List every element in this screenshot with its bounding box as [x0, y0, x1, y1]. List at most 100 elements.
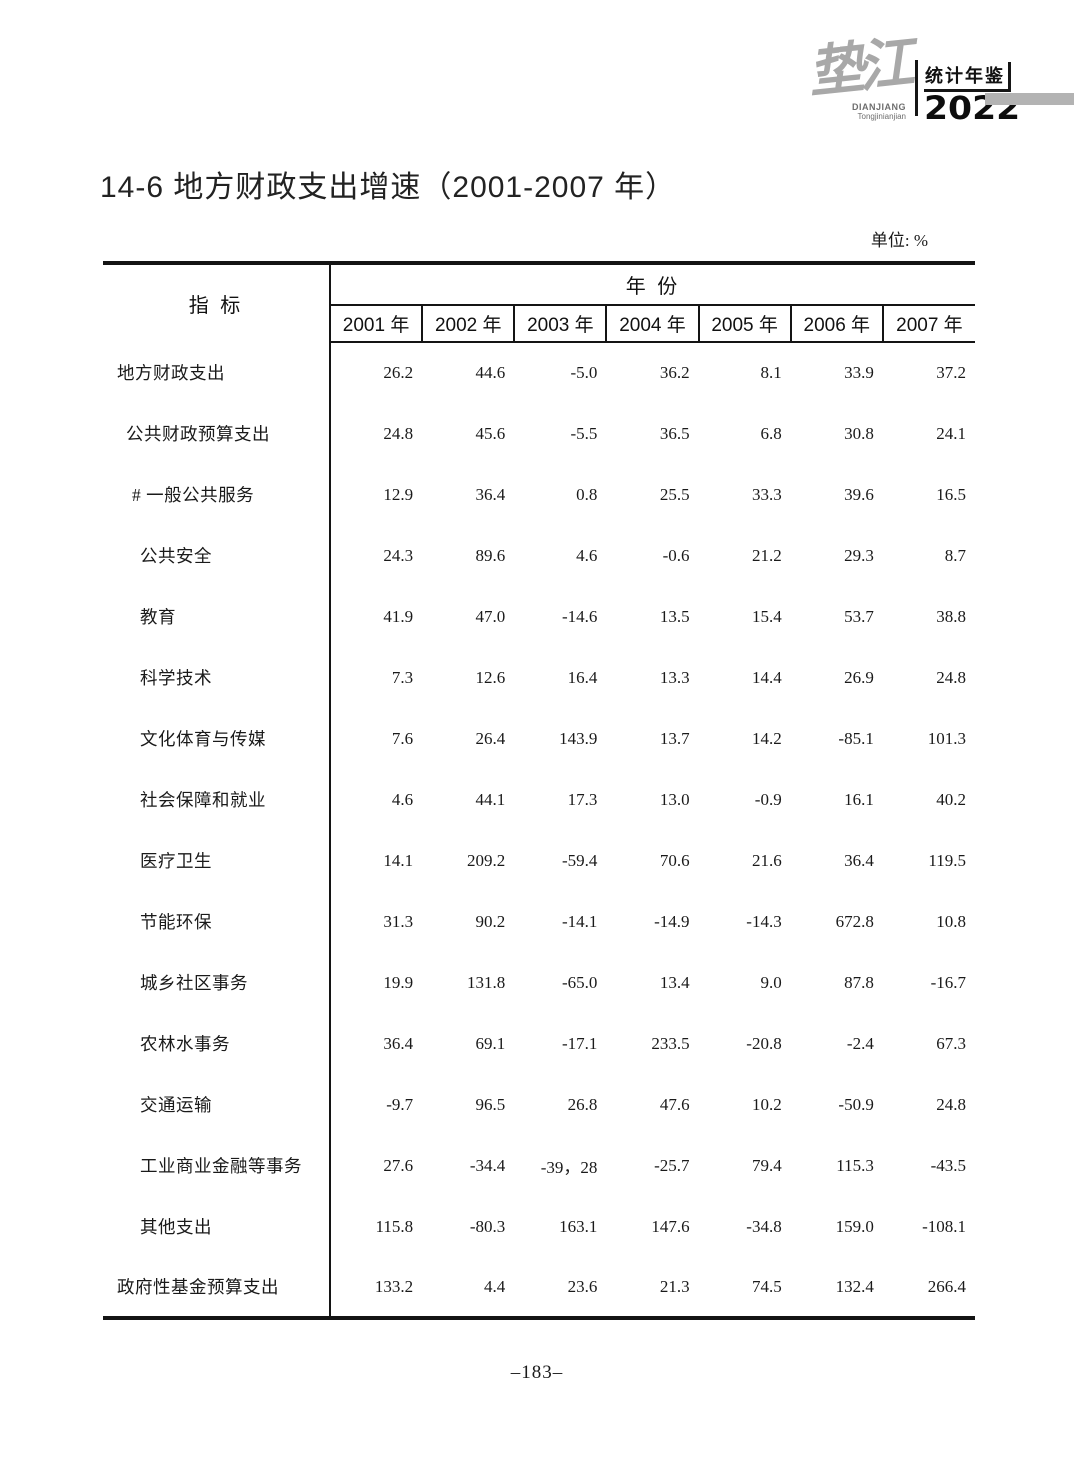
cell-value: 8.1: [760, 363, 782, 382]
cell-value: 9.0: [760, 972, 782, 992]
cell-value: -5.0: [570, 363, 598, 382]
cell-value: 24.8: [383, 423, 414, 443]
cell-value: 21.6: [751, 850, 782, 870]
column-header-year: 2002 年: [421, 305, 515, 343]
table-row: 其他支出 115.8 -80.3 163.1 147.6 -34.8 159.0 -108.1: [103, 1196, 975, 1257]
yearbook-logo: 垫江 DIANJIANG Tongjinianjian 统计年鉴 2022: [805, 30, 1020, 128]
row-label: # 一般公共服务: [103, 464, 331, 525]
cell-value: 133.2: [374, 1276, 414, 1296]
cell-value: -108.1: [922, 1216, 966, 1236]
cell-value: 21.2: [751, 545, 782, 565]
cell-value: 13.0: [659, 789, 690, 809]
row-label: 社会保障和就业: [103, 769, 331, 830]
cell-value: 37.2: [936, 363, 966, 382]
table-row: 文化体育与传媒 7.6 26.4 143.9 13.7 14.2 -85.1 101.3: [103, 708, 975, 769]
table-row: 医疗卫生 14.1 209.2 -59.4 70.6 21.6 36.4 119.5: [103, 830, 975, 891]
cell-value: 44.6: [475, 363, 506, 382]
fiscal-expenditure-growth-table: 指 标 年 份 2001 年 2002 年 2003 年 2004 年 2005 年 20…: [103, 261, 975, 1320]
cell-value: 12.6: [475, 667, 506, 687]
cell-value: 14.4: [751, 667, 782, 687]
table-row: 公共安全 24.3 89.6 4.6 -0.6 21.2 29.3 8.7: [103, 525, 975, 586]
table-row: 科学技术 7.3 12.6 16.4 13.3 14.4 26.9 24.8: [103, 647, 975, 708]
cell-value: 24.3: [383, 545, 414, 565]
cell-value: 131.8: [467, 972, 506, 992]
cell-value: 4.6: [391, 789, 414, 809]
cell-value: -16.7: [930, 972, 966, 992]
cell-value: -14.9: [654, 911, 690, 931]
logo-divider-line: [915, 60, 918, 116]
cell-value: -34.8: [746, 1216, 782, 1236]
cell-value: 19.9: [383, 972, 414, 992]
cell-value: 30.8: [844, 423, 874, 443]
cell-value: -0.6: [662, 545, 690, 565]
cell-value: -50.9: [838, 1094, 874, 1114]
cell-value: 36.2: [659, 363, 690, 382]
cell-value: 115.3: [836, 1155, 874, 1175]
table-row: 政府性基金预算支出 133.2 4.4 23.6 21.3 74.5 132.4 266.4: [103, 1257, 975, 1318]
cell-value: 26.8: [567, 1094, 598, 1114]
cell-value: 17.3: [567, 789, 598, 809]
cell-value: 4.6: [576, 545, 598, 565]
logo-gray-bar: [985, 93, 1074, 105]
cell-value: -2.4: [846, 1033, 874, 1053]
cell-value: 15.4: [751, 606, 782, 626]
cell-value: 16.4: [567, 667, 598, 687]
row-label: 教育: [103, 586, 331, 647]
cell-value: 70.6: [659, 850, 690, 870]
cell-value: 36.4: [383, 1033, 414, 1053]
column-header-indicator: 指 标: [103, 263, 331, 342]
table-row: 城乡社区事务 19.9 131.8 -65.0 13.4 9.0 87.8 -16.7: [103, 952, 975, 1013]
logo-calligraphy-dianjiang: 垫江: [804, 29, 912, 107]
cell-value: 33.9: [844, 363, 874, 382]
cell-value: 233.5: [651, 1033, 690, 1053]
cell-value: -59.4: [562, 850, 598, 870]
cell-value: 44.1: [475, 789, 506, 809]
column-header-year: 2001 年: [330, 305, 423, 343]
row-label: 交通运输: [103, 1074, 331, 1135]
row-label: 政府性基金预算支出: [103, 1257, 331, 1318]
cell-value: 24.8: [936, 667, 966, 687]
cell-value: 13.7: [659, 728, 690, 748]
column-header-year: 2004 年: [605, 305, 699, 343]
cell-value: 159.0: [835, 1216, 874, 1236]
row-label: 科学技术: [103, 647, 331, 708]
row-label: 城乡社区事务: [103, 952, 331, 1013]
cell-value: 119.5: [928, 850, 966, 870]
cell-value: 13.5: [659, 606, 690, 626]
cell-value: 47.0: [475, 606, 506, 626]
cell-value: 12.9: [383, 484, 414, 504]
table-row: 节能环保 31.3 90.2 -14.1 -14.9 -14.3 672.8 10.8: [103, 891, 975, 952]
cell-value: 14.2: [751, 728, 782, 748]
cell-value: 6.8: [760, 423, 782, 443]
cell-value: -65.0: [562, 972, 598, 992]
cell-value: 36.4: [475, 484, 506, 504]
cell-value: 36.5: [659, 423, 690, 443]
cell-value: 14.1: [383, 850, 414, 870]
cell-value: 26.9: [844, 667, 874, 687]
cell-value: 21.3: [659, 1276, 690, 1296]
cell-value: -14.6: [562, 606, 598, 626]
row-label: 其他支出: [103, 1196, 331, 1257]
cell-value: -25.7: [654, 1155, 690, 1175]
column-header-year: 2006 年: [789, 305, 883, 343]
cell-value: -43.5: [930, 1155, 966, 1175]
cell-value: 45.6: [475, 423, 506, 443]
table-row: 社会保障和就业 4.6 44.1 17.3 13.0 -0.9 16.1 40.2: [103, 769, 975, 830]
table-row: 公共财政预算支出 24.8 45.6 -5.5 36.5 6.8 30.8 24.1: [103, 403, 975, 464]
table-row: 交通运输 -9.7 96.5 26.8 47.6 10.2 -50.9 24.8: [103, 1074, 975, 1135]
row-label: 节能环保: [103, 891, 331, 952]
cell-value: -80.3: [469, 1216, 506, 1236]
cell-value: -14.3: [746, 911, 782, 931]
cell-value: 13.3: [659, 667, 690, 687]
column-header-year: 2007 年: [881, 305, 975, 343]
cell-value: 10.8: [936, 911, 966, 931]
row-label: 农林水事务: [103, 1013, 331, 1074]
cell-value: 16.1: [844, 789, 874, 809]
cell-value: 209.2: [467, 850, 506, 870]
row-label: 医疗卫生: [103, 830, 331, 891]
row-label: 地方财政支出: [103, 342, 331, 403]
cell-value: 89.6: [475, 545, 506, 565]
cell-value: 13.4: [659, 972, 690, 992]
cell-value: 96.5: [475, 1094, 506, 1114]
cell-value: 8.7: [944, 545, 966, 565]
